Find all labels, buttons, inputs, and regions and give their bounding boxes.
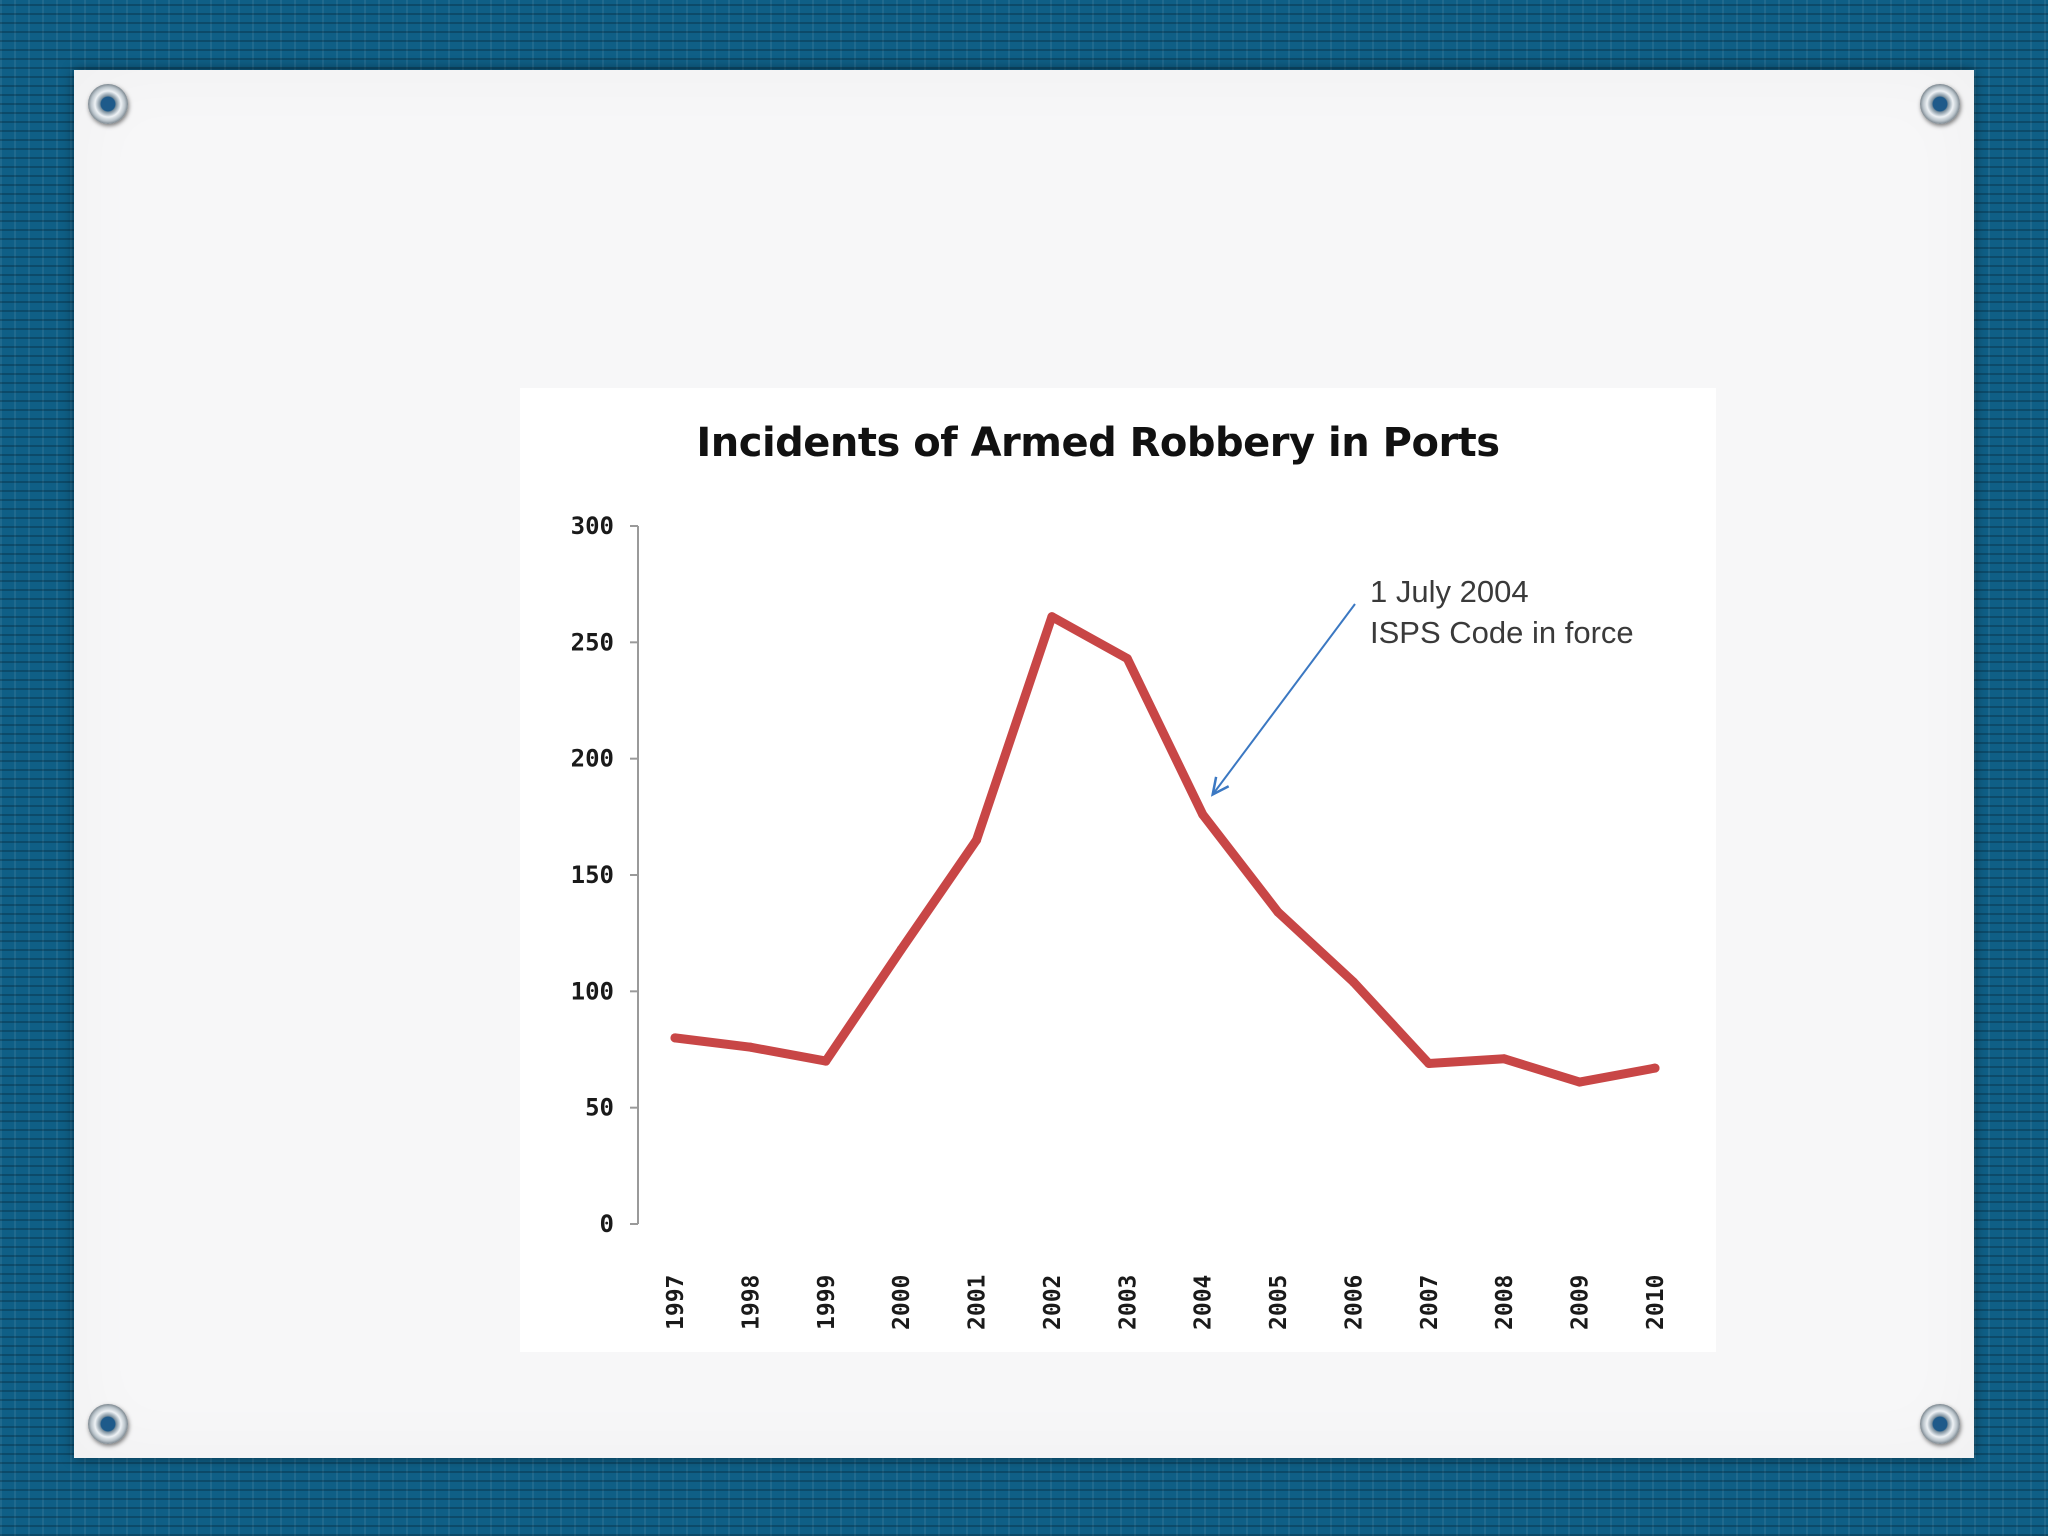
chart-figure: Incidents of Armed Robbery in Ports 0 50 1… <box>520 388 1716 1352</box>
annotation-arrowhead <box>1210 776 1230 797</box>
data-point <box>1499 1054 1509 1064</box>
data-point <box>972 835 982 845</box>
x-tick-label: 2003 <box>1115 1275 1141 1330</box>
x-tick-label: 2004 <box>1191 1275 1217 1330</box>
data-point <box>745 1042 755 1052</box>
screw-bottom-left-icon <box>88 1404 128 1444</box>
data-point <box>1424 1058 1434 1068</box>
x-tick-label: 2005 <box>1266 1275 1292 1330</box>
data-point <box>1273 907 1283 917</box>
data-point <box>1047 612 1057 622</box>
slide-panel: Incidents of Armed Robbery in Ports 0 50 1… <box>74 70 1974 1458</box>
x-tick-label: 1999 <box>814 1275 840 1330</box>
data-point <box>1348 977 1358 987</box>
screw-top-left-icon <box>88 84 128 124</box>
x-tick-label: 2001 <box>965 1275 991 1330</box>
line-chart: 0 50 100 150 200 250 300 1997 1998 1999 2000 2001 20… <box>571 512 1669 1330</box>
y-tick-label: 100 <box>571 977 614 1005</box>
data-point <box>1575 1077 1585 1087</box>
x-tick-label: 2008 <box>1492 1275 1518 1330</box>
series-line <box>670 612 1660 1087</box>
x-tick-label: 2000 <box>889 1275 915 1330</box>
x-tick-label: 2009 <box>1568 1275 1594 1330</box>
x-tick-label: 2010 <box>1643 1275 1669 1330</box>
y-tick-label: 150 <box>571 861 614 889</box>
x-tick-label: 2006 <box>1341 1275 1367 1330</box>
y-tick-label: 50 <box>585 1094 614 1122</box>
x-tick-label: 2002 <box>1040 1275 1066 1330</box>
annotation-arrow <box>1211 603 1356 796</box>
x-tick-label: 1997 <box>663 1275 689 1330</box>
x-tick-label: 1998 <box>738 1275 764 1330</box>
annotation-text: 1 July 2004 <box>1370 574 1529 609</box>
data-point <box>1650 1063 1660 1073</box>
screw-bottom-right-icon <box>1920 1404 1960 1444</box>
screw-top-right-icon <box>1920 84 1960 124</box>
data-point <box>1122 654 1132 664</box>
x-tick-label: 2007 <box>1417 1275 1443 1330</box>
y-tick-label: 0 <box>600 1210 614 1238</box>
y-tick-label: 250 <box>571 628 614 656</box>
chart-title: Incidents of Armed Robbery in Ports <box>696 420 1500 466</box>
data-point <box>1198 810 1208 820</box>
y-tick-label: 200 <box>571 745 614 773</box>
data-point <box>821 1056 831 1066</box>
data-point <box>670 1033 680 1043</box>
y-tick-label: 300 <box>571 512 614 540</box>
data-point <box>896 944 906 954</box>
annotation-text: ISPS Code in force <box>1370 615 1634 650</box>
